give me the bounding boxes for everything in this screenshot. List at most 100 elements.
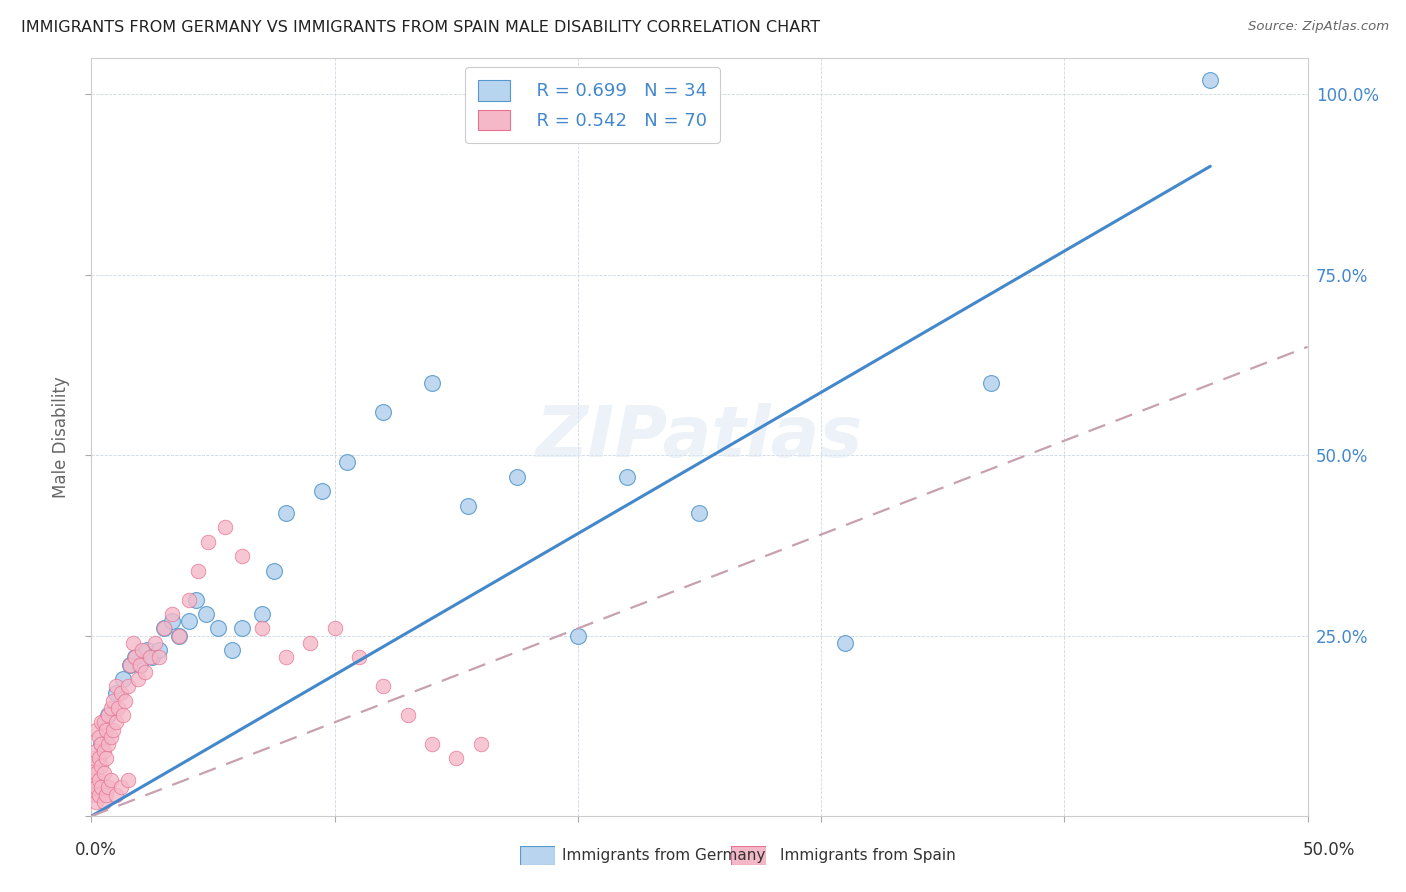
Point [84,780,107,795]
Point [90,758,112,772]
Point [97,780,120,795]
Point [688,506,710,520]
Point [231,622,253,636]
Point [197,534,219,549]
Point [111,708,134,723]
Text: 0.0%: 0.0% [75,840,117,858]
Point [250,622,273,636]
Point [124,650,146,665]
Text: Source: ZipAtlas.com: Source: ZipAtlas.com [1249,20,1389,33]
Point [104,686,127,700]
Point [93,744,115,758]
Point [616,470,638,484]
Point [87,773,110,788]
Point [104,679,127,693]
Point [167,629,190,643]
Point [311,484,333,499]
Point [110,686,132,700]
Point [93,795,115,809]
Point [470,737,492,751]
Point [160,607,183,621]
Point [90,737,112,751]
Point [94,723,117,737]
Point [120,657,142,672]
Point [373,679,395,693]
Point [103,693,125,707]
Point [93,715,115,730]
Point [134,665,156,679]
Point [84,723,107,737]
Point [347,650,370,665]
Point [104,788,127,802]
Point [167,629,190,643]
Point [129,657,152,672]
Point [457,499,479,513]
Point [160,614,183,628]
Point [104,715,127,730]
Point [148,643,170,657]
Point [131,643,153,657]
Point [177,614,200,628]
Point [420,737,443,751]
Point [207,622,229,636]
Point [420,376,443,390]
Point [274,506,297,520]
Point [127,672,149,686]
Text: IMMIGRANTS FROM GERMANY VS IMMIGRANTS FROM SPAIN MALE DISABILITY CORRELATION CHA: IMMIGRANTS FROM GERMANY VS IMMIGRANTS FR… [21,20,820,35]
Point [121,636,143,650]
Point [129,657,152,672]
Point [141,650,163,665]
Point [100,701,122,715]
Point [187,564,209,578]
Point [153,622,176,636]
Point [84,744,107,758]
Text: Immigrants from Germany: Immigrants from Germany [562,848,766,863]
Y-axis label: Male Disability: Male Disability [52,376,70,498]
Point [214,520,236,534]
Point [567,629,589,643]
Point [87,751,110,765]
Point [250,607,273,621]
Point [84,765,107,780]
Point [980,376,1002,390]
Point [336,455,359,469]
Point [396,708,419,723]
Point [444,751,467,765]
Point [177,592,200,607]
Text: ZIPatlas: ZIPatlas [536,402,863,472]
Point [506,470,529,484]
Point [114,693,136,707]
Point [124,650,146,665]
Point [834,636,856,650]
Point [100,773,122,788]
Point [274,650,297,665]
Point [323,622,346,636]
Point [90,780,112,795]
Point [120,657,142,672]
Point [263,564,285,578]
Point [373,405,395,419]
Legend:   R = 0.699   N = 34,   R = 0.542   N = 70: R = 0.699 N = 34, R = 0.542 N = 70 [465,67,720,143]
Point [97,737,120,751]
Point [83,773,105,788]
Point [90,737,112,751]
Point [84,795,107,809]
Point [184,592,207,607]
Point [93,765,115,780]
Point [94,788,117,802]
Point [139,650,162,665]
Text: Immigrants from Spain: Immigrants from Spain [780,848,956,863]
Point [107,701,129,715]
Point [231,549,253,564]
Point [153,622,176,636]
Point [111,672,134,686]
Point [148,650,170,665]
Point [299,636,322,650]
Point [83,751,105,765]
Point [221,643,243,657]
Point [83,788,105,802]
Point [94,751,117,765]
Point [90,715,112,730]
Text: 50.0%: 50.0% [1302,840,1355,858]
Point [117,773,139,788]
